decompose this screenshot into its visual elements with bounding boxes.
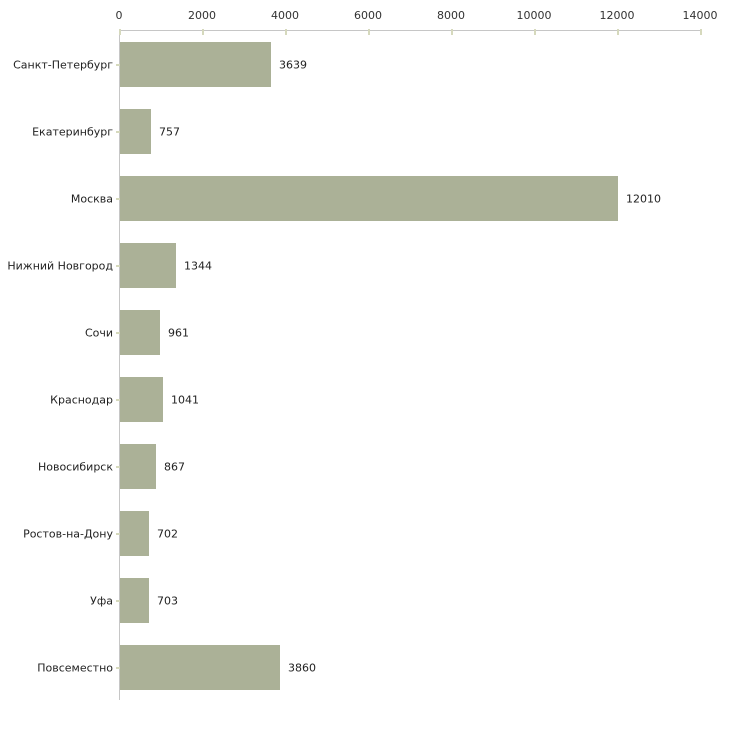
y-axis-tick-mark [116,532,120,535]
x-axis-tick-mark [451,29,453,35]
category-label: Сочи [84,326,113,339]
category-label: Краснодар [50,393,113,406]
bar-row: Повсеместно 3860 [37,634,700,701]
value-label: 867 [164,460,185,473]
value-label: 1344 [184,259,212,272]
bar-row: Ростов-на-Дону 702 [23,500,700,567]
value-label: 12010 [626,192,661,205]
value-label: 1041 [171,393,199,406]
value-label: 961 [168,326,189,339]
bar-row: Сочи 961 [85,299,700,366]
x-axis-tick-label: 2000 [188,9,216,22]
value-label: 702 [157,527,178,540]
plot-area: Санкт-Петербург 3639 Екатеринбург 757 Москва… [7,29,702,701]
category-label: Повсеместно [37,661,113,674]
y-axis-tick-mark [116,197,120,200]
x-axis-tick-label: 10000 [516,9,552,22]
bar [120,377,163,422]
y-axis-tick-mark [116,264,120,267]
bar [120,42,271,87]
x-axis-tick-mark [617,29,619,35]
x-axis-tick-mark [534,29,536,35]
category-label: Ростов-на-Дону [23,527,113,540]
bar-row: Екатеринбург 757 [32,98,700,165]
x-axis-tick-mark [285,29,287,35]
bar-row: Краснодар 1041 [50,366,700,433]
value-label: 757 [159,125,180,138]
bar [120,578,149,623]
x-axis-tick-label: 6000 [354,9,382,22]
bar-row: Москва 12010 [71,165,700,232]
value-label: 3639 [279,58,307,71]
bar [120,511,149,556]
y-axis-tick-mark [116,331,120,334]
bar [120,176,618,221]
bar [120,645,280,690]
x-axis-tick-mark [202,29,204,35]
category-label: Москва [70,192,113,205]
bar [120,444,156,489]
category-label: Уфа [90,594,113,607]
category-label: Санкт-Петербург [13,58,113,71]
value-label: 3860 [288,661,316,674]
x-axis-tick-label: 4000 [271,9,299,22]
x-axis-tick-label: 0 [115,9,123,22]
bar [120,310,160,355]
category-label: Новосибирск [37,460,113,473]
x-axis-tick-mark [700,29,702,35]
bar-row: Новосибирск 867 [38,433,700,500]
y-axis-tick-mark [116,398,120,401]
x-axis-tick-label: 14000 [682,9,718,22]
x-axis-tick-label: 12000 [599,9,635,22]
bar [120,109,151,154]
y-axis-tick-mark [116,666,120,669]
y-axis-tick-mark [116,599,120,602]
category-label: Екатеринбург [32,125,113,138]
y-axis-tick-mark [116,465,120,468]
bar-row: Уфа 703 [90,567,700,634]
x-axis-tick-label: 8000 [437,9,465,22]
bar-row: Нижний Новгород 1344 [7,232,700,299]
value-label: 703 [157,594,178,607]
category-label: Нижний Новгород [7,259,113,272]
x-axis-tick-mark [119,29,121,35]
x-axis-tick-mark [368,29,370,35]
bar [120,243,176,288]
bar-row: Санкт-Петербург 3639 [13,31,700,98]
y-axis-tick-mark [116,130,120,133]
y-axis-tick-mark [116,63,120,66]
